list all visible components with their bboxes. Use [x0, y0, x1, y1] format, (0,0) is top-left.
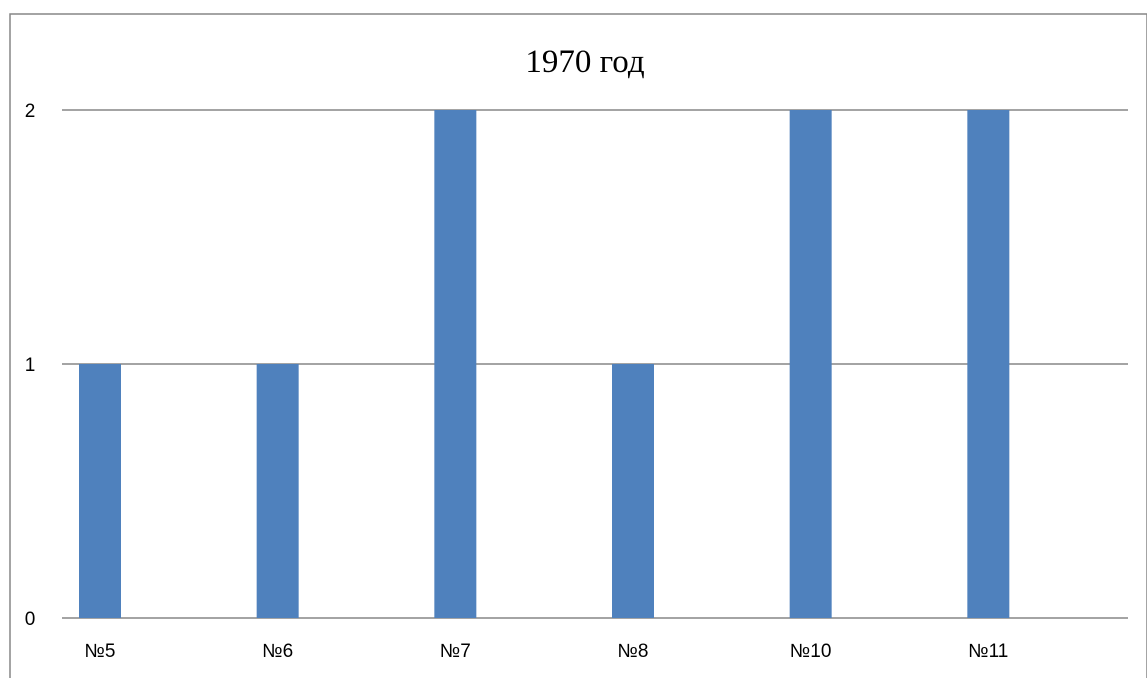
- gridlines: [62, 109, 1128, 619]
- y-tick-label: 1: [25, 355, 36, 376]
- y-axis-ticks: 0 1 2: [25, 101, 36, 630]
- x-category-label: №7: [440, 641, 471, 662]
- bar: [967, 110, 1010, 618]
- bars: [79, 110, 1010, 618]
- chart-border: [9, 13, 1147, 678]
- x-category-label: №8: [618, 641, 649, 662]
- y-tick-label: 2: [25, 101, 36, 122]
- x-category-label: №5: [85, 641, 116, 662]
- bar: [79, 364, 121, 618]
- x-category-label: №11: [968, 641, 1008, 662]
- bar: [612, 364, 654, 618]
- chart-title: 1970 год: [525, 44, 645, 80]
- bar: [789, 110, 832, 618]
- x-category-label: №6: [262, 641, 293, 662]
- x-axis-categories: №5 №6 №7 №8 №10 №11: [85, 641, 1009, 662]
- bar: [434, 110, 477, 618]
- y-tick-label: 0: [25, 609, 36, 630]
- x-category-label: №10: [790, 641, 832, 662]
- bar: [256, 364, 299, 618]
